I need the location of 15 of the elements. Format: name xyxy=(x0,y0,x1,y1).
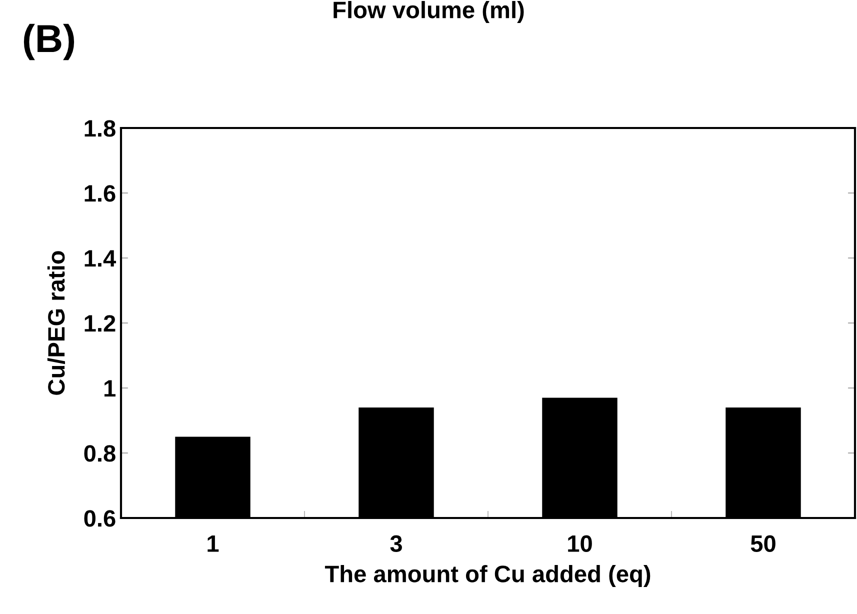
x-tick-label: 10 xyxy=(568,535,592,552)
x-axis-title: The amount of Cu added (eq) xyxy=(324,565,650,588)
y-tick-label: 1.6 xyxy=(84,185,116,202)
x-tick-label: 3 xyxy=(390,535,402,552)
x-tick-label: 50 xyxy=(750,535,776,552)
y-tick-label: 0.8 xyxy=(84,445,116,462)
y-tick-label: 1.4 xyxy=(84,250,116,267)
x-tick-label: 1 xyxy=(208,536,219,552)
y-tick-label: 1.2 xyxy=(84,315,116,332)
chart-title: (B) xyxy=(24,24,74,60)
y-tick-label: 1 xyxy=(104,380,116,397)
y-tick-label: 0.6 xyxy=(84,510,116,527)
text: Flow volume (ml) xyxy=(334,0,524,24)
y-tick-label: 1.8 xyxy=(84,120,116,137)
y-axis-title: Cu/PEG ratio xyxy=(47,251,66,395)
